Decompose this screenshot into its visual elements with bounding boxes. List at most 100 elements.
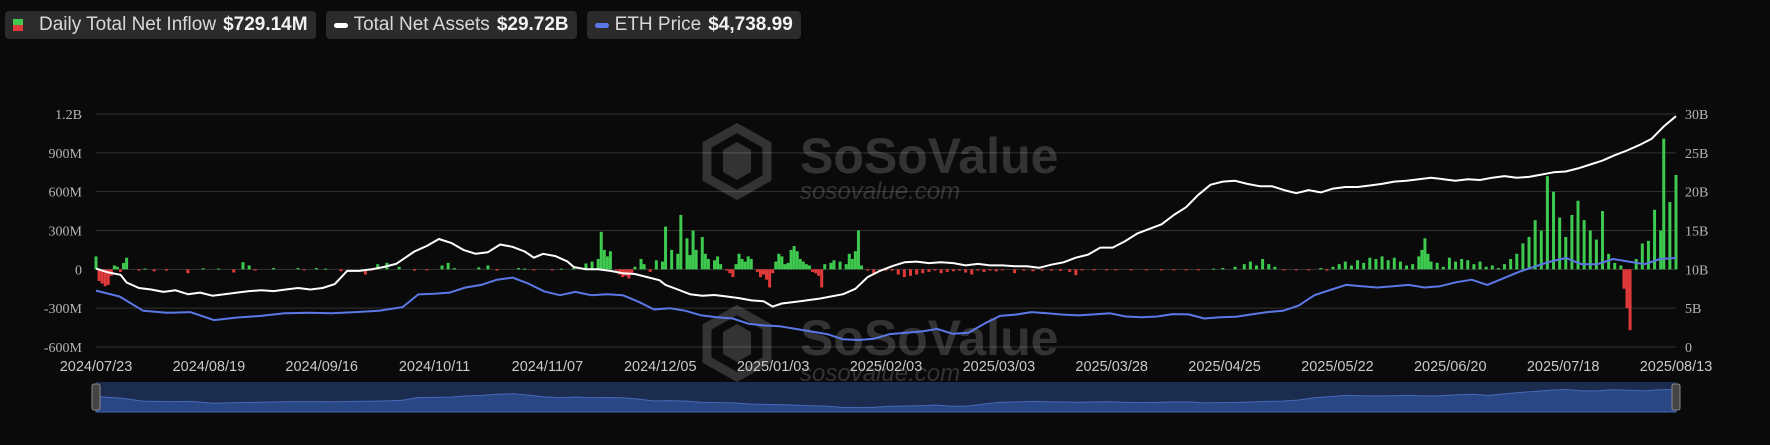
inflow-bar [1411,264,1415,270]
inflow-bar [1588,230,1592,270]
inflow-bar [1503,264,1507,270]
inflow-bar [232,269,236,273]
inflow-bar [1628,269,1632,331]
inflow-bar [847,253,851,270]
eth-price-line [95,257,1677,341]
line-legend-icon [594,22,609,28]
inflow-bar [1570,214,1574,270]
inflow-bar [1337,264,1341,270]
logo-icon [702,122,772,201]
inflow-bar [1212,268,1216,270]
inflow-bar [660,261,664,270]
inflow-bar [584,263,588,270]
inflow-bar [1441,266,1445,270]
legend-price[interactable]: ETH Price $4,738.99 [586,11,801,39]
inflow-bar [602,249,606,270]
inflow-bar [1521,243,1525,270]
inflow-bar [664,226,668,270]
inflow-bar [1478,261,1482,270]
inflow-bar [1319,268,1323,270]
inflow-bar [1625,269,1629,309]
inflow-bar [927,269,931,272]
inflow-bar [590,261,594,270]
inflow-bar [1368,257,1372,270]
inflow-bar [1484,266,1488,270]
inflow-bar [216,268,220,270]
inflow-bar [1092,269,1096,271]
inflow-bar [1420,249,1424,270]
inflow-bar [725,269,729,271]
inflow-bar [122,262,126,270]
inflow-bar [201,268,205,270]
inflow-bar [1261,258,1265,270]
inflow-bar [884,269,888,271]
inflow-bar [728,269,732,274]
inflow-bar [495,269,499,271]
inflow-bar [1356,260,1360,270]
legend: Daily Total Net Inflow $729.14M Total Ne… [5,11,801,39]
y-right-tick: 0 [1685,341,1692,356]
inflow-bar [1527,236,1531,270]
inflow-bar [1080,269,1084,271]
inflow-bar [1509,258,1513,270]
inflow-bar [994,269,998,272]
inflow-bar [700,236,704,270]
inflow-bar [982,269,986,272]
inflow-bar [241,262,245,270]
inflow-bar [755,269,759,272]
inflow-bar [339,269,343,272]
inflow-bar [1490,265,1494,270]
inflow-bar [694,249,698,270]
watermark: SoSoValue sosovalue.com SoSoValue sosova… [702,122,1058,387]
inflow-bar [1564,236,1568,270]
inflow-bar [814,269,818,274]
inflow-bar [1607,253,1611,270]
range-navigator[interactable] [91,382,1681,413]
inflow-bar [253,269,257,271]
inflow-bar [572,268,576,270]
legend-assets[interactable]: Total Net Assets $29.72B [325,11,577,39]
inflow-bar [866,269,870,271]
watermark-brand: SoSoValue [800,310,1058,366]
inflow-bar [1496,268,1500,270]
inflow-bar [1221,268,1225,270]
inflow-bar [425,269,429,271]
inflow-bar [1515,253,1519,270]
inflow-bar [829,262,833,270]
inflow-bar [1653,209,1657,270]
inflow-bar [1233,266,1237,270]
legend-inflow[interactable]: Daily Total Net Inflow $729.14M [5,11,316,39]
y-left-tick: -300M [44,302,83,317]
legend-price-value: $4,738.99 [708,14,793,35]
inflow-bar [1417,256,1421,270]
inflow-bar [1374,258,1378,270]
inflow-bar [1552,191,1556,270]
inflow-bar [324,268,328,270]
inflow-bar [731,269,735,278]
x-tick: 2024/08/19 [173,359,246,375]
inflow-bar [1435,262,1439,270]
inflow-bar [477,267,481,270]
inflow-bar [1059,269,1063,271]
inflow-bar [94,256,98,270]
inflow-bar [957,269,961,271]
navigator-handle[interactable] [91,383,101,411]
navigator-handle[interactable] [1671,383,1681,411]
inflow-bar [1429,261,1433,270]
inflow-bar [1640,243,1644,270]
inflow-bar [97,269,101,281]
inflow-bar [1068,269,1072,272]
inflow-bar [1545,176,1549,270]
inflow-bar [921,269,925,274]
inflow-bar [820,269,824,288]
x-axis: 2024/07/23 2024/08/19 2024/09/16 2024/10/11… [60,359,1713,375]
x-tick: 2025/03/03 [963,359,1036,375]
inflow-bar [670,249,674,270]
inflow-bar [1104,269,1108,271]
inflow-bar [615,269,619,271]
inflow-bar [1380,256,1384,270]
inflow-bar [1294,269,1298,271]
inflow-bar [713,260,717,270]
inflow-bar [691,230,695,270]
